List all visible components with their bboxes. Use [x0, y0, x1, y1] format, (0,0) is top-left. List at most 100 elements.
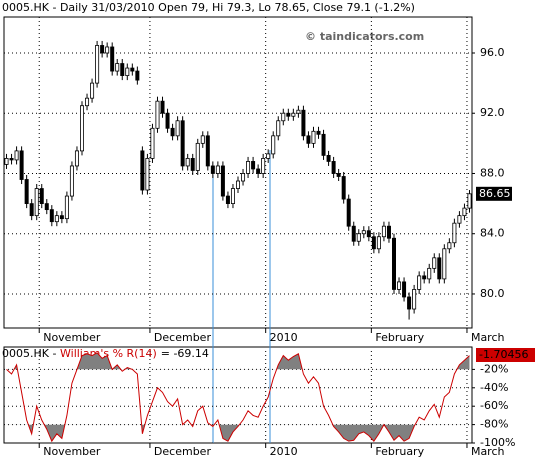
candle-body: [266, 153, 271, 159]
y-tick-label: 96.0: [480, 46, 505, 59]
candle-body: [261, 158, 266, 174]
x-tick-label: December: [154, 445, 212, 458]
candle-body: [54, 215, 59, 223]
x-tick-label: February: [375, 445, 424, 458]
candle-body: [74, 150, 79, 167]
candle-body: [291, 112, 296, 117]
candle-body: [185, 158, 190, 167]
candle-body: [235, 180, 240, 189]
candle-body: [69, 165, 74, 197]
marker-label: -1.70456: [479, 348, 528, 361]
candle-body: [331, 161, 336, 174]
candle-body: [336, 173, 341, 177]
candle-body: [351, 225, 356, 242]
candle-body: [4, 158, 9, 165]
y-tick-label: -80%: [480, 418, 508, 431]
candle-body: [457, 215, 462, 224]
candle-body: [286, 112, 291, 117]
last-price-box: [476, 186, 512, 201]
candle-body: [271, 135, 276, 155]
oversold-shade: [28, 424, 416, 442]
y-tick-label: -20%: [480, 362, 508, 375]
y-tick-label: 92.0: [480, 106, 505, 119]
candle-body: [59, 215, 64, 220]
candle-body: [9, 158, 14, 161]
candle-body: [341, 176, 346, 200]
candle-body: [180, 120, 185, 167]
candle-body: [215, 165, 220, 174]
x-tick-label: March: [471, 445, 505, 458]
candle-body: [170, 127, 175, 137]
y-tick-label: 80.0: [480, 287, 505, 300]
candle-body: [442, 248, 447, 280]
candle-body: [210, 165, 215, 174]
candle-body: [412, 289, 417, 310]
candle-body: [301, 109, 306, 137]
candle-body: [417, 275, 422, 290]
y-tick-label: 84.0: [480, 227, 505, 240]
y-tick-label: -60%: [480, 399, 508, 412]
price-panel: [3, 16, 473, 329]
candle-body: [85, 97, 90, 107]
candle-body: [115, 63, 120, 72]
candle-body: [371, 236, 376, 250]
candle-body: [29, 203, 34, 217]
watermark: © taindicators.com: [305, 30, 424, 43]
candle-body: [397, 281, 402, 290]
candle-body: [14, 150, 19, 161]
candle-body: [190, 158, 195, 171]
candle-body: [145, 158, 150, 191]
overbought-shade: [14, 352, 470, 370]
candle-body: [452, 222, 457, 244]
marker-box: [476, 348, 535, 362]
candle-body: [296, 109, 301, 114]
x-tick-label: March: [471, 331, 505, 344]
candle-body: [125, 67, 130, 76]
indicator-panel: [3, 346, 473, 444]
candle-body: [175, 120, 180, 137]
candle-body: [110, 46, 115, 72]
candle-body: [220, 165, 225, 197]
candle-body: [230, 188, 235, 205]
candle-body: [34, 188, 39, 217]
indicator-title-suffix: = -69.14: [161, 347, 209, 360]
candle-body: [140, 150, 145, 191]
x-tick-label: December: [154, 331, 212, 344]
x-tick-label: November: [43, 331, 101, 344]
candle-body: [24, 179, 29, 204]
candle-body: [120, 63, 125, 76]
candle-body: [130, 67, 135, 72]
candle-body: [316, 130, 321, 135]
candle-body: [105, 46, 110, 54]
y-tick-label: 88.0: [480, 166, 505, 179]
candle-body: [281, 112, 286, 122]
candle-body: [422, 275, 427, 280]
x-tick-label: 2010: [270, 445, 298, 458]
candle-body: [49, 209, 54, 223]
candle-body: [467, 193, 472, 209]
candle-body: [165, 112, 170, 129]
candle-body: [200, 135, 205, 144]
candle-body: [276, 120, 281, 137]
candle-body: [391, 237, 396, 290]
candle-body: [311, 130, 316, 144]
candle-body: [376, 236, 381, 250]
candle-body: [150, 127, 155, 159]
y-tick-label: -40%: [480, 381, 508, 394]
candle-body: [326, 155, 331, 162]
candle-body: [407, 296, 412, 310]
indicator-line: [6, 352, 470, 443]
candle-body: [205, 135, 210, 167]
chart-title: 0005.HK - Daily 31/03/2010 Open 79, Hi 7…: [2, 1, 415, 14]
candle-body: [402, 281, 407, 298]
candle-body: [246, 161, 251, 174]
candle-body: [195, 142, 200, 171]
candle-body: [256, 168, 261, 174]
indicator-title-prefix: 0005.HK -: [2, 347, 56, 360]
candle-body: [100, 45, 105, 54]
candle-body: [427, 267, 432, 280]
candle-body: [135, 70, 140, 81]
candle-body: [321, 133, 326, 156]
candle-body: [64, 195, 69, 220]
